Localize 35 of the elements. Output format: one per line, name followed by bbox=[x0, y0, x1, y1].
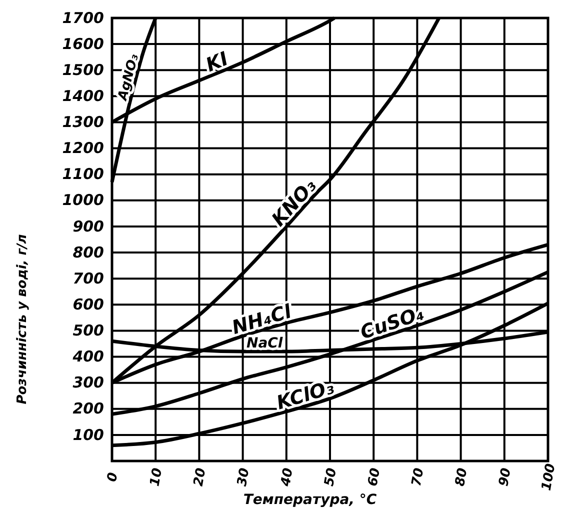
y-tick-label: 1700 bbox=[62, 8, 104, 27]
y-tick-label: 1500 bbox=[62, 60, 104, 79]
x-tick-label: 90 bbox=[496, 466, 514, 488]
y-tick-label: 1100 bbox=[62, 165, 104, 184]
y-tick-label: 100 bbox=[72, 426, 104, 444]
x-tick-label: 100 bbox=[539, 462, 559, 492]
y-tick-label: 500 bbox=[72, 322, 104, 340]
y-tick-label: 700 bbox=[72, 269, 104, 288]
x-tick-label: 80 bbox=[452, 466, 471, 488]
y-tick-label: 600 bbox=[72, 295, 104, 314]
text: AgNO₃ bbox=[115, 52, 142, 103]
x-tick-label: 70 bbox=[409, 466, 428, 488]
y-tick-label: 800 bbox=[72, 243, 104, 262]
y-tick-label: 1200 bbox=[62, 139, 104, 158]
x-tick-label: 10 bbox=[148, 466, 166, 488]
y-tick-label: 1000 bbox=[62, 191, 104, 210]
y-axis-title: Розчинність у воді, г/л bbox=[15, 234, 30, 404]
text: KClO₃ bbox=[274, 376, 338, 414]
series-label: NaCl bbox=[246, 336, 283, 352]
y-tick-label: 1400 bbox=[62, 86, 104, 105]
x-tick-label: 60 bbox=[366, 466, 384, 488]
x-tick-label: 40 bbox=[278, 466, 296, 488]
y-tick-label: 300 bbox=[72, 374, 104, 392]
text: CuSO₄ bbox=[358, 302, 427, 344]
x-tick-label: 30 bbox=[234, 466, 253, 488]
x-axis-title: Температура, °C bbox=[243, 492, 378, 508]
x-tick-label: 50 bbox=[322, 466, 340, 488]
text: KI bbox=[202, 48, 232, 77]
x-tick-label: 0 bbox=[104, 471, 122, 483]
y-tick-label: 400 bbox=[72, 348, 104, 366]
y-tick-label: 900 bbox=[72, 217, 104, 236]
y-tick-label: 1300 bbox=[62, 113, 104, 132]
y-tick-label: 1600 bbox=[62, 34, 104, 53]
y-tick-label: 200 bbox=[72, 400, 104, 418]
x-tick-label: 20 bbox=[191, 466, 210, 488]
